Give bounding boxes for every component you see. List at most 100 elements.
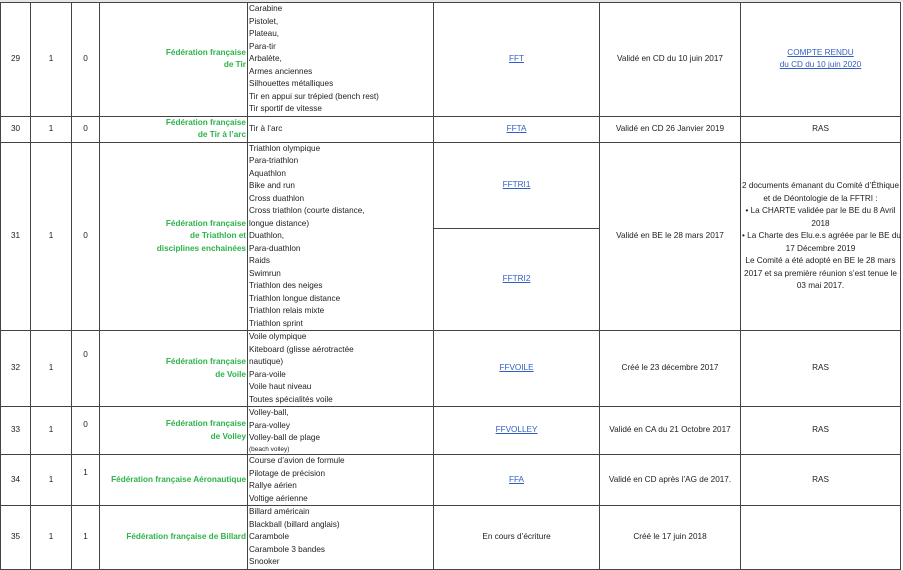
col-value-2: 1 xyxy=(71,454,100,506)
remarks-cell: COMPTE RENDU du CD du 10 juin 2020 xyxy=(740,2,901,117)
federation-name: Fédération française de Triathlon et disci… xyxy=(99,141,248,331)
federation-line: de Triathlon et xyxy=(190,231,246,240)
discipline: Voile olympique xyxy=(249,332,307,341)
discipline: Voile haut niveau xyxy=(249,382,312,391)
discipline: Triathlon relais mixte xyxy=(249,306,325,315)
discipline: Volley-ball, xyxy=(249,408,289,417)
remark-line: • La CHARTE validée par le BE du 8 Avril xyxy=(745,206,896,215)
remark-line: • La Charte des Elu.e.s agréée par le BE… xyxy=(742,231,901,240)
discipline: Blackball (billard anglais) xyxy=(249,519,340,529)
discipline: Armes anciennes xyxy=(249,66,313,76)
discipline: Silhouettes métalliques xyxy=(249,79,334,88)
discipline: Para-voile xyxy=(249,369,286,379)
col-value-2: 0 xyxy=(71,115,100,143)
disciplines-list: Volley-ball, Para-volley Volley-ball de pl… xyxy=(247,406,434,455)
validation-text: Créé le 17 juin 2018 xyxy=(599,505,741,570)
remark-line: Le Comité a été adopté en BE le 28 mars xyxy=(745,256,896,265)
charter-status-text: En cours d’écriture xyxy=(433,505,600,570)
discipline: Carambole 3 bandes xyxy=(249,544,326,554)
row-number: 32 xyxy=(0,330,31,407)
discipline: Triathlon sprint xyxy=(249,318,303,328)
charter-link-cell: FFTA xyxy=(433,115,600,143)
disciplines-list: Carabine Pistolet, Plateau, Para-tir Arbalèt… xyxy=(247,2,434,117)
row-number: 33 xyxy=(0,406,31,455)
disciplines-list: Course d’avion de formule Pilotage de pré… xyxy=(247,454,434,506)
disciplines-list: Tir à l’arc xyxy=(247,115,434,143)
disciplines-list: Voile olympique Kiteboard (glisse aérotra… xyxy=(247,330,434,407)
table-row: 34 1 1 Fédération française Aéronautique… xyxy=(0,454,901,506)
table-row: 29 1 0 Fédération française de Tir Carabi… xyxy=(0,2,901,117)
col-value-1: 1 xyxy=(30,115,72,143)
validation-text: Validé en BE le 28 mars 2017 xyxy=(599,141,741,331)
table-row: 30 1 0 Fédération française de Tir à l’ar… xyxy=(0,115,901,143)
discipline: nautique) xyxy=(249,357,284,366)
charter-link[interactable]: FFTRI1 xyxy=(502,179,531,189)
link-line[interactable]: du CD du 10 juin 2020 xyxy=(779,60,862,70)
row-number: 30 xyxy=(0,115,31,143)
remarks-text: RAS xyxy=(740,115,901,143)
row-number: 31 xyxy=(0,141,31,331)
row-number: 29 xyxy=(0,2,31,117)
federation-line: de Tir xyxy=(223,60,246,70)
federation-line: disciplines enchainées xyxy=(156,243,246,253)
charter-link-cell: FFVOILE xyxy=(433,330,600,407)
charter-link-cell: FFA xyxy=(433,454,600,506)
charter-link[interactable]: FFTA xyxy=(506,123,527,133)
row-number: 34 xyxy=(0,454,31,506)
federation-name: Fédération française de Billard xyxy=(99,505,248,570)
col-value-2: 0 xyxy=(71,330,100,407)
compte-rendu-link[interactable]: COMPTE RENDU du CD du 10 juin 2020 xyxy=(742,47,899,72)
discipline: Para-tir xyxy=(249,41,276,51)
federation-line: Fédération française xyxy=(165,357,246,366)
federation-line: de Tir à l’arc xyxy=(197,130,246,139)
discipline: Rallye aérien xyxy=(249,481,297,490)
remark-line: 2017 et sa première réunion s’est tenue … xyxy=(744,268,897,278)
validation-text: Validé en CD du 10 juin 2017 xyxy=(599,2,741,117)
validation-text: Validé en CA du 21 Octobre 2017 xyxy=(599,406,741,455)
table-row: 33 1 0 Fédération française de Volley Vol… xyxy=(0,406,901,455)
discipline: Kiteboard (glisse aérotractée xyxy=(249,344,354,354)
discipline: Pistolet, xyxy=(249,16,279,26)
charter-link[interactable]: FFVOLLEY xyxy=(495,425,538,435)
federation-name: Fédération française de Volley xyxy=(99,406,248,455)
discipline: Cross triathlon (courte distance, xyxy=(249,206,365,215)
discipline: Duathlon, xyxy=(249,231,285,240)
validation-text: Créé le 23 décembre 2017 xyxy=(599,330,741,407)
remarks-text: RAS xyxy=(740,330,901,407)
discipline: Snooker xyxy=(249,557,280,566)
discipline: Bike and run xyxy=(249,181,295,190)
disciplines-list: Billard américain Blackball (billard angl… xyxy=(247,505,434,570)
table-row: 31 1 0 Fédération française de Triathlon … xyxy=(0,141,901,331)
charter-link[interactable]: FFTRI2 xyxy=(502,274,531,284)
col-value-2: 1 xyxy=(71,505,100,570)
charter-link-cell: FFT xyxy=(433,2,600,117)
table-row: 35 1 1 Fédération française de Billard B… xyxy=(0,505,901,570)
remarks-cell: 2 documents émanant du Comité d’Éthique e… xyxy=(740,141,901,331)
charter-link[interactable]: FFT xyxy=(508,54,524,63)
federation-line: Fédération française xyxy=(165,47,246,57)
federation-line: Fédération française xyxy=(165,218,246,228)
federation-name: Fédération française de Tir à l’arc xyxy=(99,115,248,143)
col-value-1: 1 xyxy=(30,406,72,455)
charter-link[interactable]: FFA xyxy=(508,474,524,484)
discipline: Para-volley xyxy=(249,420,290,430)
discipline: Cross duathlon xyxy=(249,193,305,203)
charter-link[interactable]: FFVOILE xyxy=(499,363,534,373)
col-value-1: 1 xyxy=(30,454,72,506)
discipline: Billard américain xyxy=(249,507,310,516)
link-line[interactable]: COMPTE RENDU xyxy=(787,47,854,57)
discipline: Toutes spécialités voile xyxy=(249,394,333,404)
remark-line: 2018 xyxy=(811,218,830,228)
discipline: Arbalète, xyxy=(249,54,282,63)
discipline: Tir à l’arc xyxy=(249,123,283,133)
discipline: Triathlon longue distance xyxy=(249,293,341,303)
discipline: Aquathlon xyxy=(249,168,286,178)
validation-text: Validé en CD 26 Janvier 2019 xyxy=(599,115,741,143)
charter-link-cell: FFTRI2 xyxy=(433,228,600,331)
federation-name: Fédération française de Tir xyxy=(99,2,248,117)
col-value-1: 1 xyxy=(30,330,72,407)
discipline: Carambole xyxy=(249,532,290,541)
col-value-2: 0 xyxy=(71,141,100,331)
discipline: Raids xyxy=(249,256,270,265)
federation-line: Fédération française xyxy=(165,419,246,428)
